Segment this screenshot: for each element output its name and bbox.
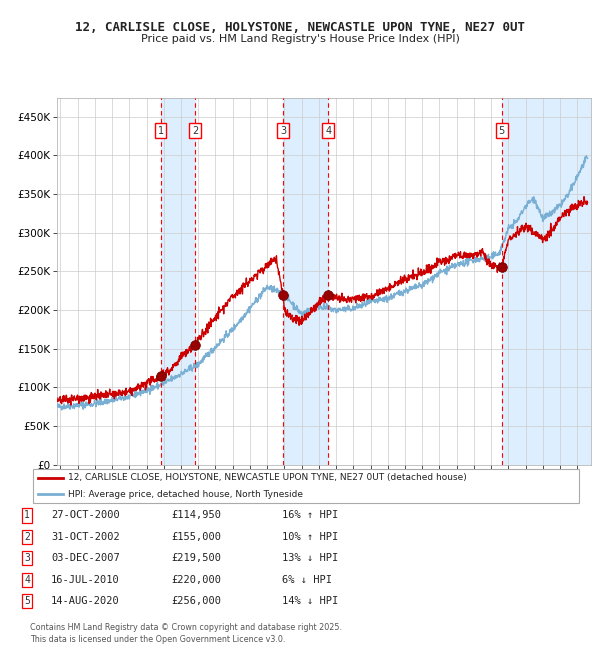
- Text: 12, CARLISLE CLOSE, HOLYSTONE, NEWCASTLE UPON TYNE, NE27 0UT: 12, CARLISLE CLOSE, HOLYSTONE, NEWCASTLE…: [75, 21, 525, 34]
- Text: 6% ↓ HPI: 6% ↓ HPI: [282, 575, 332, 585]
- Text: 1: 1: [158, 125, 164, 136]
- Text: 27-OCT-2000: 27-OCT-2000: [51, 510, 120, 521]
- Text: £220,000: £220,000: [171, 575, 221, 585]
- Text: 3: 3: [280, 125, 286, 136]
- Text: Price paid vs. HM Land Registry's House Price Index (HPI): Price paid vs. HM Land Registry's House …: [140, 34, 460, 44]
- Text: £219,500: £219,500: [171, 553, 221, 564]
- Text: £114,950: £114,950: [171, 510, 221, 521]
- Text: Contains HM Land Registry data © Crown copyright and database right 2025.: Contains HM Land Registry data © Crown c…: [30, 623, 342, 632]
- Text: 4: 4: [325, 125, 331, 136]
- Text: 2: 2: [192, 125, 199, 136]
- Text: 5: 5: [24, 596, 30, 606]
- Text: HPI: Average price, detached house, North Tyneside: HPI: Average price, detached house, Nort…: [68, 489, 302, 499]
- Text: 3: 3: [24, 553, 30, 564]
- Bar: [161, 98, 196, 465]
- Text: £256,000: £256,000: [171, 596, 221, 606]
- Text: 5: 5: [499, 125, 505, 136]
- Text: £155,000: £155,000: [171, 532, 221, 542]
- Text: 1: 1: [24, 510, 30, 521]
- Text: 12, CARLISLE CLOSE, HOLYSTONE, NEWCASTLE UPON TYNE, NE27 0UT (detached house): 12, CARLISLE CLOSE, HOLYSTONE, NEWCASTLE…: [68, 473, 466, 482]
- Text: 16% ↑ HPI: 16% ↑ HPI: [282, 510, 338, 521]
- Text: 10% ↑ HPI: 10% ↑ HPI: [282, 532, 338, 542]
- Bar: [283, 98, 328, 465]
- Bar: [502, 98, 591, 465]
- Text: 14% ↓ HPI: 14% ↓ HPI: [282, 596, 338, 606]
- Text: 16-JUL-2010: 16-JUL-2010: [51, 575, 120, 585]
- Text: 4: 4: [24, 575, 30, 585]
- Text: 03-DEC-2007: 03-DEC-2007: [51, 553, 120, 564]
- Text: This data is licensed under the Open Government Licence v3.0.: This data is licensed under the Open Gov…: [30, 634, 286, 644]
- FancyBboxPatch shape: [33, 469, 579, 502]
- Text: 13% ↓ HPI: 13% ↓ HPI: [282, 553, 338, 564]
- Text: 14-AUG-2020: 14-AUG-2020: [51, 596, 120, 606]
- Text: 2: 2: [24, 532, 30, 542]
- Text: 31-OCT-2002: 31-OCT-2002: [51, 532, 120, 542]
